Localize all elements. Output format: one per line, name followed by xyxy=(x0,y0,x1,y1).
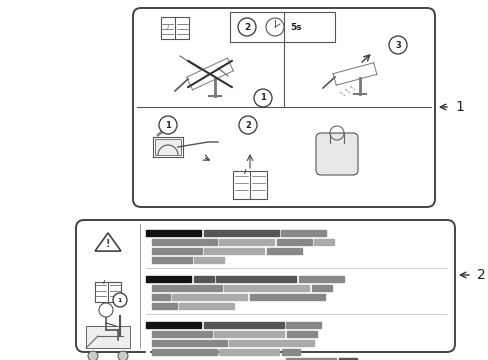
Circle shape xyxy=(253,89,271,107)
Circle shape xyxy=(118,351,128,360)
Text: i: i xyxy=(244,169,245,175)
Bar xyxy=(161,17,189,39)
Text: 2: 2 xyxy=(476,268,485,282)
Circle shape xyxy=(99,303,113,317)
Bar xyxy=(146,257,149,262)
Bar xyxy=(286,331,316,337)
Circle shape xyxy=(238,18,256,36)
Bar xyxy=(146,276,191,282)
Bar xyxy=(203,322,283,328)
FancyBboxPatch shape xyxy=(315,133,357,175)
Circle shape xyxy=(239,116,257,134)
Bar xyxy=(229,12,334,42)
Bar xyxy=(151,248,201,253)
Text: 1: 1 xyxy=(260,94,265,103)
Bar xyxy=(146,239,149,244)
Bar xyxy=(151,303,176,309)
Bar xyxy=(179,303,234,309)
Bar xyxy=(285,358,335,360)
Bar xyxy=(151,349,216,355)
Bar xyxy=(146,294,149,300)
Bar xyxy=(194,257,224,262)
Bar xyxy=(338,358,356,360)
Bar xyxy=(146,322,201,328)
Bar xyxy=(151,340,226,346)
Bar xyxy=(151,257,191,262)
Bar xyxy=(146,248,149,253)
Bar xyxy=(155,139,181,155)
Bar xyxy=(219,239,273,244)
Bar xyxy=(285,322,320,328)
Bar xyxy=(151,331,211,337)
Bar xyxy=(95,282,121,302)
Text: 2: 2 xyxy=(244,22,250,31)
Bar xyxy=(313,239,333,244)
Bar xyxy=(216,276,295,282)
Circle shape xyxy=(113,293,127,307)
Text: 2: 2 xyxy=(244,121,250,130)
Text: i: i xyxy=(167,25,169,31)
Bar xyxy=(172,294,246,300)
Bar xyxy=(219,349,279,355)
Bar xyxy=(224,285,308,291)
Text: 5s: 5s xyxy=(289,22,301,31)
Bar xyxy=(146,349,149,355)
Circle shape xyxy=(159,116,177,134)
Text: !: ! xyxy=(105,239,110,249)
Bar xyxy=(266,248,301,253)
Bar xyxy=(276,239,311,244)
Bar xyxy=(281,230,325,235)
Text: 3: 3 xyxy=(394,40,400,49)
Circle shape xyxy=(88,351,98,360)
Bar xyxy=(228,340,313,346)
Bar xyxy=(151,239,216,244)
Bar xyxy=(146,340,149,346)
Bar xyxy=(151,294,169,300)
Bar xyxy=(203,230,278,235)
Bar xyxy=(281,349,299,355)
Bar xyxy=(86,326,130,348)
Bar xyxy=(146,230,201,235)
Bar xyxy=(203,248,264,253)
Text: 1: 1 xyxy=(165,121,171,130)
Bar xyxy=(249,294,324,300)
Bar xyxy=(214,331,284,337)
Bar xyxy=(232,171,266,199)
Bar xyxy=(311,285,331,291)
Bar xyxy=(146,331,149,337)
Bar xyxy=(146,303,149,309)
Circle shape xyxy=(388,36,406,54)
Text: 1: 1 xyxy=(118,297,122,302)
Bar xyxy=(193,276,213,282)
Bar xyxy=(146,285,149,291)
Bar xyxy=(151,285,221,291)
Bar xyxy=(298,276,343,282)
Text: i: i xyxy=(103,280,105,285)
Text: 1: 1 xyxy=(454,100,463,114)
